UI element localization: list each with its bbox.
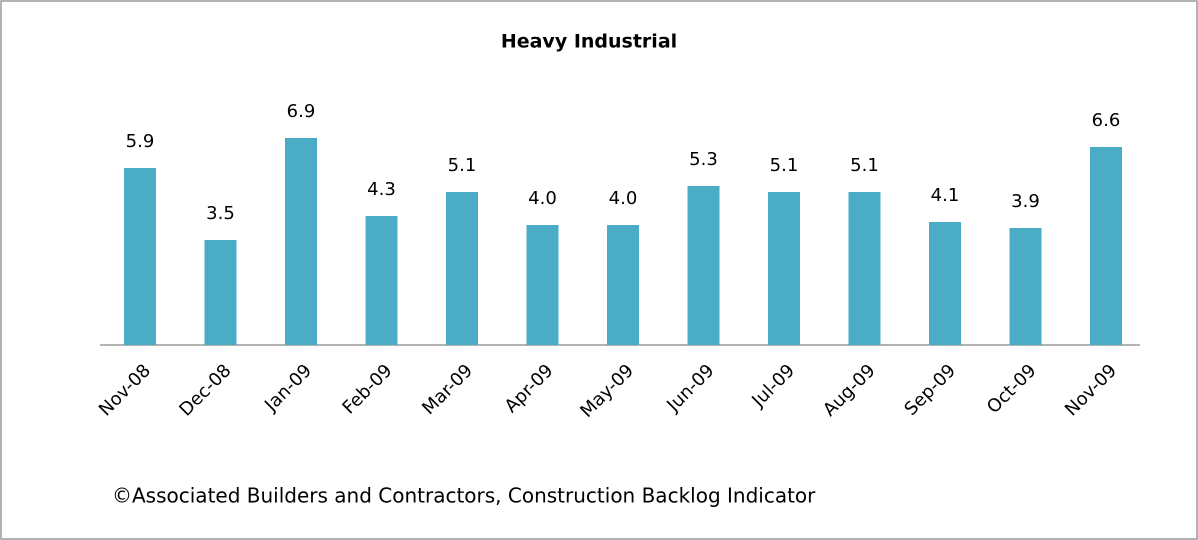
bar [848,192,881,345]
source-note: ©Associated Builders and Contractors, Co… [112,484,816,508]
value-label: 4.1 [931,185,960,206]
value-label: 5.9 [126,131,155,152]
value-label: 3.9 [1011,191,1040,212]
value-label: 4.0 [609,188,638,209]
bar [1009,228,1042,345]
value-label: 3.5 [206,203,235,224]
value-label: 6.9 [287,101,316,122]
bar [365,216,398,345]
bar [204,240,237,345]
value-label: 4.0 [528,188,557,209]
bar [929,222,961,345]
value-label: 4.3 [367,179,396,200]
value-label: 6.6 [1092,110,1121,131]
bar [124,168,156,345]
bar [768,192,800,345]
bar [526,225,559,345]
value-label: 5.3 [689,149,718,170]
bar [607,225,639,345]
bar [446,192,478,345]
chart-title: Heavy Industrial [501,31,677,53]
bar [285,138,317,345]
bar [1090,147,1122,345]
bar [687,186,720,345]
value-label: 5.1 [448,155,477,176]
value-label: 5.1 [850,155,879,176]
value-label: 5.1 [770,155,799,176]
